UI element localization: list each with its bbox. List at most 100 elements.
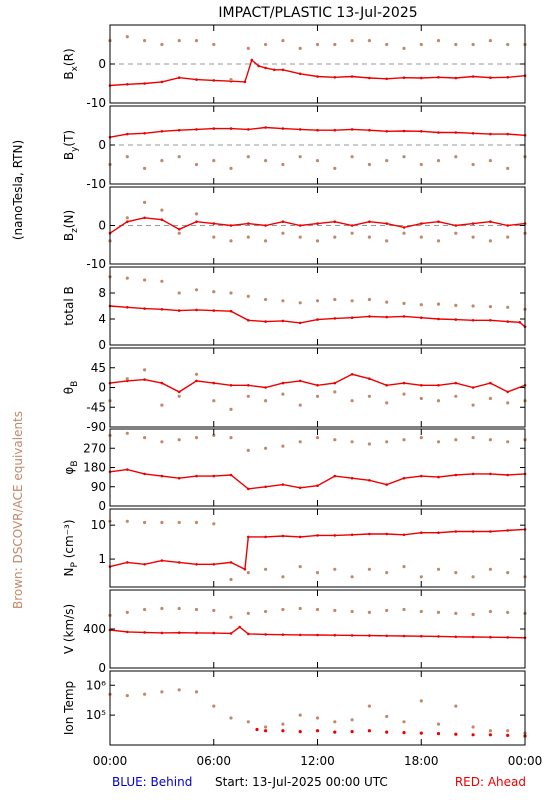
data-point: [177, 76, 181, 79]
y-axis-label: Ion Temp: [62, 681, 76, 735]
data-point: [298, 235, 302, 239]
data-point: [315, 394, 320, 398]
data-point: [350, 399, 354, 403]
data-point: [454, 704, 458, 708]
y-tick-label: 0: [98, 338, 106, 352]
data-point: [143, 216, 146, 220]
data-point: [160, 130, 164, 133]
data-point: [367, 162, 371, 167]
data-point: [177, 631, 181, 634]
data-point: [243, 568, 247, 571]
data-point: [143, 607, 147, 612]
data-point: [194, 436, 199, 440]
data-point: [143, 278, 147, 282]
y-tick-label: -90: [86, 420, 106, 434]
data-point: [402, 76, 406, 79]
y-axis-label: θB: [62, 381, 80, 395]
data-point: [385, 239, 389, 243]
data-point: [298, 713, 302, 717]
data-point: [160, 208, 164, 212]
data-point: [126, 630, 129, 634]
data-point: [298, 128, 302, 131]
data-point: [402, 392, 406, 396]
data-point: [195, 308, 198, 312]
data-point: [350, 231, 354, 235]
data-point: [454, 732, 458, 736]
y-tick-label: 180: [83, 461, 106, 475]
data-point: [143, 200, 147, 204]
data-point: [489, 132, 492, 136]
data-point: [298, 535, 302, 539]
data-point: [247, 535, 250, 539]
data-point: [506, 235, 510, 239]
data-point: [385, 222, 389, 225]
data-point: [212, 381, 216, 385]
series-temp-red: [255, 727, 527, 738]
data-point: [160, 279, 164, 283]
data-point: [212, 235, 216, 239]
data-point: [385, 315, 389, 319]
panel-temp: 10⁶ 10⁵ Ion Temp: [62, 670, 527, 746]
data-point: [367, 394, 371, 398]
data-point: [195, 474, 198, 478]
y-axis-label: total B: [62, 286, 76, 326]
data-point: [143, 472, 146, 476]
data-point: [506, 440, 510, 444]
data-point: [143, 82, 146, 85]
data-point: [506, 320, 510, 323]
data-point: [126, 220, 129, 223]
data-point: [281, 392, 285, 396]
data-point: [229, 561, 233, 564]
series-btot-red: [108, 304, 527, 329]
series-line: [109, 305, 526, 328]
data-point: [488, 609, 492, 614]
data-point: [333, 42, 337, 47]
data-point: [488, 39, 492, 43]
data-point: [368, 634, 371, 637]
data-point: [126, 468, 129, 471]
data-point: [350, 75, 354, 78]
data-point: [385, 532, 389, 536]
data-point: [316, 222, 319, 225]
data-point: [160, 159, 164, 163]
data-point: [264, 729, 268, 733]
data-point: [195, 631, 198, 635]
series-np-red: [108, 528, 527, 571]
data-point: [143, 436, 147, 440]
y-tick-label: 45: [91, 361, 106, 375]
y-tick-label: 10⁵: [86, 708, 106, 722]
data-point: [264, 633, 267, 636]
data-point: [264, 224, 267, 227]
panel-v: 400 0 V (km/s): [62, 589, 527, 675]
data-point: [454, 571, 458, 575]
y-tick-label: 0: [98, 138, 106, 152]
data-point: [385, 42, 389, 47]
data-point: [212, 290, 216, 294]
data-point: [437, 635, 440, 638]
data-point: [333, 235, 337, 239]
data-point: [488, 733, 492, 737]
data-point: [212, 309, 216, 312]
data-point: [264, 609, 268, 614]
y-tick-label: 0: [98, 219, 106, 233]
data-point: [126, 132, 129, 136]
data-point: [143, 520, 147, 525]
data-point: [420, 531, 423, 534]
data-point: [315, 607, 320, 612]
data-point: [436, 239, 441, 243]
data-point: [471, 733, 475, 737]
data-point: [454, 303, 458, 307]
data-point: [194, 212, 199, 216]
panel-frame: [109, 508, 526, 588]
y-tick-label: 1: [98, 552, 106, 566]
data-point: [471, 42, 475, 47]
panel-frame: [109, 670, 526, 746]
data-point: [454, 231, 458, 235]
data-point: [281, 231, 285, 235]
data-point: [177, 309, 181, 312]
data-point: [454, 473, 458, 477]
data-point: [402, 438, 406, 442]
data-point: [298, 379, 302, 383]
series-theta-red: [108, 373, 527, 394]
series-line: [109, 373, 526, 393]
